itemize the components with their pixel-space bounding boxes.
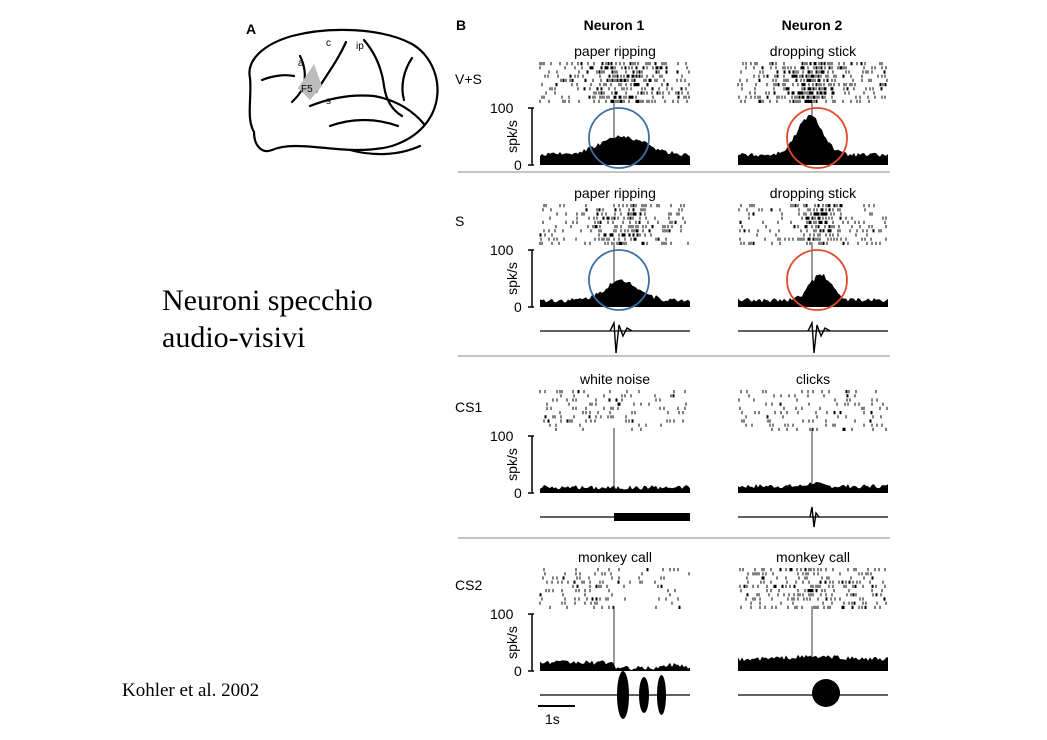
neuron-panel: dropping stick bbox=[738, 185, 888, 354]
spike-histogram bbox=[540, 485, 690, 493]
sound-waveform bbox=[540, 671, 690, 719]
stimulus-label: dropping stick bbox=[770, 43, 857, 59]
y-axis-label: spk/s bbox=[504, 120, 520, 153]
area-f5-label: F5 bbox=[301, 84, 313, 95]
y-tick-min: 0 bbox=[514, 299, 522, 315]
condition-label: S bbox=[455, 213, 464, 229]
stimulus-label: paper ripping bbox=[574, 43, 656, 59]
condition-row: CS1 spk/s 100 0 white noise clicks bbox=[455, 371, 888, 528]
condition-label: CS2 bbox=[455, 577, 482, 593]
brain-outline bbox=[248, 28, 439, 153]
spike-histogram bbox=[540, 279, 690, 307]
y-tick-max: 100 bbox=[490, 428, 514, 444]
y-tick-max: 100 bbox=[490, 100, 514, 116]
sound-waveform bbox=[738, 506, 888, 528]
intraparietal-sulcus bbox=[362, 38, 404, 118]
time-scale-bar: 1s bbox=[538, 705, 575, 727]
sound-waveform bbox=[738, 679, 888, 707]
highlight-circle bbox=[786, 107, 848, 169]
neuron-panel: clicks bbox=[738, 371, 888, 528]
condition-label: CS1 bbox=[455, 399, 482, 415]
brain-drawing bbox=[248, 28, 439, 156]
sound-waveform bbox=[540, 513, 690, 521]
spike-histogram bbox=[738, 273, 888, 307]
spike-raster bbox=[738, 390, 888, 431]
y-tick-max: 100 bbox=[490, 606, 514, 622]
sulcus-label-central: c bbox=[326, 38, 331, 49]
neuron-panel: white noise bbox=[539, 371, 690, 521]
slide-title: Neuroni specchio audio-visivi bbox=[162, 282, 373, 356]
spike-raster bbox=[539, 568, 690, 609]
spike-histogram bbox=[738, 654, 888, 671]
spike-histogram bbox=[540, 660, 690, 671]
lunate-sulcus bbox=[401, 56, 414, 102]
spike-raster bbox=[539, 204, 689, 245]
neuron-panel: paper ripping bbox=[539, 185, 690, 354]
neuron-panel: monkey call bbox=[738, 549, 888, 707]
spike-raster bbox=[539, 390, 687, 431]
y-axis-label: spk/s bbox=[504, 448, 520, 481]
sound-waveform bbox=[738, 320, 888, 354]
spike-raster bbox=[739, 568, 887, 609]
panel-b-label: B bbox=[456, 17, 466, 33]
stimulus-label: monkey call bbox=[578, 549, 652, 565]
stimulus-label: clicks bbox=[796, 371, 830, 387]
spike-raster bbox=[737, 62, 888, 103]
slide-title-line-2: audio-visivi bbox=[162, 321, 306, 354]
citation: Kohler et al. 2002 bbox=[122, 680, 260, 701]
highlight-circle bbox=[588, 249, 650, 311]
sulcus-label-intraparietal: ip bbox=[356, 41, 364, 52]
sulcus-label-arcuate: a bbox=[298, 58, 304, 69]
area-f5-region bbox=[298, 64, 322, 100]
panel-a-label: A bbox=[246, 21, 256, 37]
condition-label: V+S bbox=[455, 71, 482, 87]
stimulus-label: monkey call bbox=[776, 549, 850, 565]
stimulus-label: white noise bbox=[579, 371, 650, 387]
neuron-panel: monkey call bbox=[539, 549, 690, 719]
spike-histogram bbox=[738, 482, 888, 493]
stimulus-label: dropping stick bbox=[770, 185, 857, 201]
condition-row: CS2 spk/s 100 0 monkey call monkey call bbox=[455, 549, 888, 719]
spike-histogram bbox=[540, 135, 690, 165]
y-axis-label: spk/s bbox=[504, 626, 520, 659]
sulcus-label-sylvian: s bbox=[326, 96, 331, 107]
sylvian-fissure bbox=[308, 94, 426, 126]
slide-title-line-1: Neuroni specchio bbox=[162, 284, 373, 317]
spike-histogram bbox=[738, 114, 888, 165]
principal-sulcus bbox=[260, 74, 296, 82]
column-header-neuron-2: Neuron 2 bbox=[782, 17, 843, 33]
temporal-sulcus bbox=[328, 118, 400, 128]
highlight-circle bbox=[588, 107, 650, 169]
neuron-panel: paper ripping bbox=[539, 43, 690, 169]
cerebellum-line bbox=[348, 144, 422, 156]
y-tick-min: 0 bbox=[514, 485, 522, 501]
stimulus-label: paper ripping bbox=[574, 185, 656, 201]
spike-raster bbox=[738, 204, 887, 245]
condition-row: V+S spk/s 100 0 paper ripping dropping stick bbox=[455, 43, 888, 173]
highlight-circle bbox=[786, 249, 848, 311]
sound-waveform bbox=[540, 320, 690, 354]
panel-a: A F5 a c ip s bbox=[246, 21, 439, 156]
spike-raster bbox=[539, 62, 690, 103]
column-header-neuron-1: Neuron 1 bbox=[584, 17, 645, 33]
y-tick-min: 0 bbox=[514, 157, 522, 173]
neuron-panel: dropping stick bbox=[737, 43, 888, 169]
y-axis-label: spk/s bbox=[504, 262, 520, 295]
panel-b-header: B Neuron 1 Neuron 2 bbox=[456, 17, 843, 33]
y-tick-max: 100 bbox=[490, 242, 514, 258]
y-tick-min: 0 bbox=[514, 663, 522, 679]
time-scale-label: 1s bbox=[545, 711, 560, 727]
